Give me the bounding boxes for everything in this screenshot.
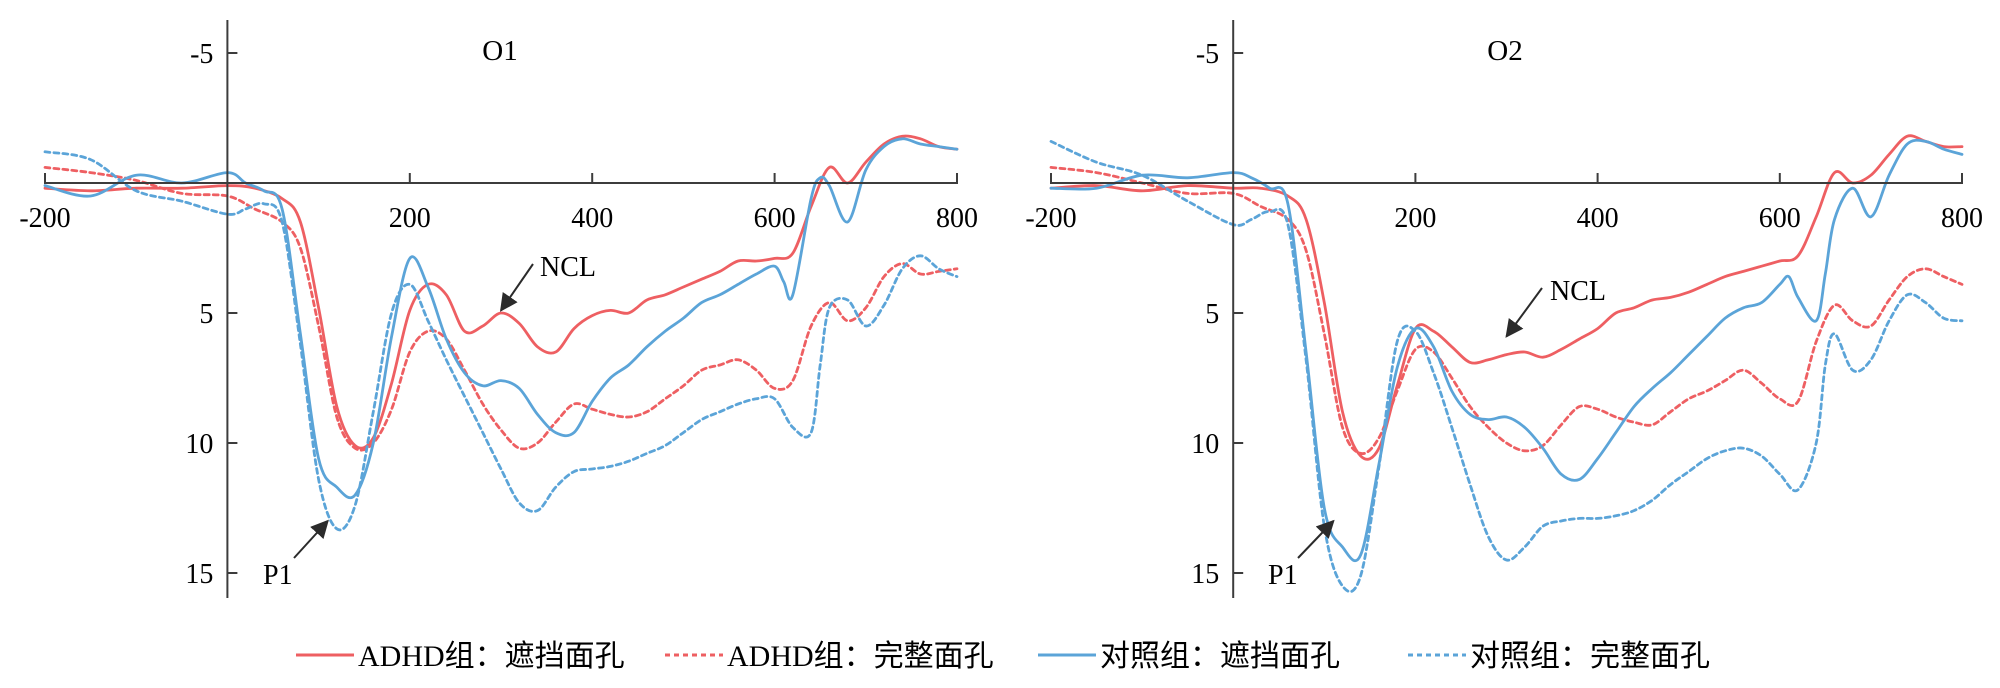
o2-x-tick-label: -200	[1025, 203, 1076, 234]
legend-item-control-intact: 对照组：完整面孔	[1408, 640, 1710, 673]
o1-axes: -200 200 400 600 800 -5 5 10 15	[19, 20, 978, 598]
o2-series-control-occluded	[1049, 138, 1964, 562]
o1-ncl-arrow	[499, 263, 534, 312]
o1-y-tick-label: 5	[199, 299, 213, 330]
o1-series-adhd-intact	[43, 166, 959, 452]
o2-ncl-label: NCL	[1550, 276, 1606, 307]
o1-p1-arrow	[293, 519, 329, 559]
o1-y-tick-label: 15	[185, 559, 213, 590]
o2-x-tick-label: 200	[1394, 203, 1436, 234]
legend-label-control-intact: 对照组：完整面孔	[1470, 640, 1710, 673]
o2-series-adhd-occluded	[1049, 134, 1964, 461]
o2-x-tick-label: 400	[1577, 203, 1619, 234]
o1-y-tick-label: -5	[190, 39, 213, 70]
o1-x-tick-label: 400	[571, 203, 613, 234]
legend-item-control-occluded: 对照组：遮挡面孔	[1038, 640, 1340, 673]
legend-label-adhd-occluded: ADHD组：遮挡面孔	[358, 640, 625, 673]
legend: ADHD组：遮挡面孔 ADHD组：完整面孔 对照组：遮挡面孔 对照组：完整面孔	[296, 640, 1710, 673]
legend-label-adhd-intact: ADHD组：完整面孔	[727, 640, 994, 673]
o1-x-tick-label: -200	[19, 203, 70, 234]
o1-ncl-label: NCL	[540, 252, 596, 283]
o2-series-layer	[1049, 134, 1964, 593]
legend-item-adhd-intact: ADHD组：完整面孔	[665, 640, 994, 673]
o2-axes: -200 200 400 600 800 -5 5 10 15	[1025, 20, 1983, 598]
o1-x-tick-label: 800	[936, 203, 978, 234]
o1-series-layer	[43, 134, 959, 532]
o2-p1-label: P1	[1268, 560, 1298, 591]
o2-y-tick-label: 5	[1205, 299, 1219, 330]
o2-y-tick-label: -5	[1196, 39, 1219, 70]
o2-ncl-arrow	[1505, 287, 1543, 338]
legend-label-control-occluded: 对照组：遮挡面孔	[1100, 640, 1340, 673]
o2-series-adhd-intact	[1049, 166, 1964, 456]
o1-x-tick-label: 200	[389, 203, 431, 234]
o2-p1-arrow	[1297, 519, 1335, 559]
o1-annotations: NCL P1	[263, 252, 596, 591]
o1-panel-title: O1	[482, 35, 517, 67]
o1-p1-label: P1	[263, 560, 293, 591]
o1-y-tick-label: 10	[185, 429, 213, 460]
panel-o1: -200 200 400 600 800 -5 5 10 15 O1 NCL P1	[19, 20, 978, 598]
o2-y-tick-label: 10	[1191, 429, 1219, 460]
panel-o2: -200 200 400 600 800 -5 5 10 15 O2 NCL P1	[1025, 20, 1983, 598]
o2-series-control-intact	[1049, 140, 1964, 593]
o2-x-tick-label: 800	[1941, 203, 1983, 234]
o1-series-control-intact	[43, 150, 959, 532]
o2-panel-title: O2	[1487, 35, 1522, 67]
o2-annotations: NCL P1	[1268, 276, 1606, 591]
o1-x-tick-label: 600	[754, 203, 796, 234]
o2-x-tick-label: 600	[1759, 203, 1801, 234]
o1-series-adhd-occluded	[43, 134, 959, 450]
legend-item-adhd-occluded: ADHD组：遮挡面孔	[296, 640, 625, 673]
o2-y-tick-label: 15	[1191, 559, 1219, 590]
